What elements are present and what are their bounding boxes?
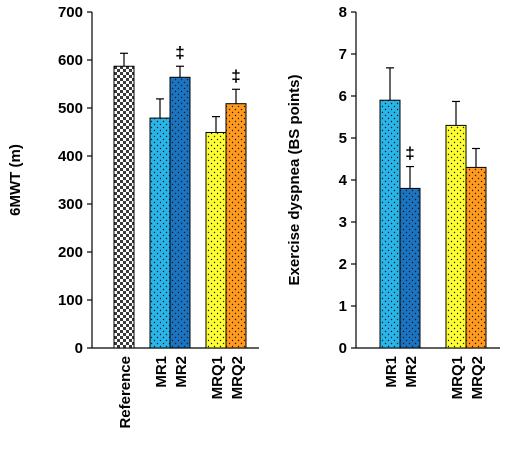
bar-reference xyxy=(113,65,135,349)
y-tick-label: 3 xyxy=(339,214,347,231)
y-tick-label: 0 xyxy=(339,340,347,357)
y-tick-label: 6 xyxy=(339,88,347,105)
y-tick-label: 700 xyxy=(58,4,83,21)
bar-mr1 xyxy=(379,99,401,349)
chart-exercise-dyspnea: 0 1 2 3 4 5 6 7 8 Exercise dyspnea (BS points) MR1… xyxy=(286,4,500,399)
y-tick-label: 600 xyxy=(58,52,83,69)
category-label-mr2: MR2 xyxy=(173,356,190,388)
y-tick-label: 2 xyxy=(339,256,347,273)
y-tick-label: 300 xyxy=(58,196,83,213)
y-tick-label: 100 xyxy=(58,292,83,309)
y-axis-label: Exercise dyspnea (BS points) xyxy=(286,75,303,286)
bar-mrq1 xyxy=(445,124,467,349)
y-tick-label: 7 xyxy=(339,46,347,63)
category-label-mrq1: MRQ1 xyxy=(449,356,466,399)
category-label-mrq2: MRQ2 xyxy=(229,356,246,399)
chart-6mwt: 0 100 200 300 400 500 600 700 6MWT (m) Reference M… xyxy=(7,4,259,429)
significance-marker-mr2: ‡ xyxy=(405,144,414,163)
y-tick-label: 4 xyxy=(339,172,348,189)
category-label-mrq1: MRQ1 xyxy=(209,356,226,399)
y-tick-label: 400 xyxy=(58,148,83,165)
bar-mr2 xyxy=(399,187,421,349)
y-tick-label: 8 xyxy=(339,4,347,21)
significance-marker-mr2: ‡ xyxy=(175,43,184,62)
category-label-reference: Reference xyxy=(117,356,134,429)
category-label-mr2: MR2 xyxy=(403,356,420,388)
y-tick-label: 0 xyxy=(75,340,83,357)
bar-mr2 xyxy=(169,76,191,349)
bar-mrq2 xyxy=(225,103,247,349)
bar-mrq2 xyxy=(465,166,487,349)
category-label-mr1: MR1 xyxy=(153,356,170,388)
bar-mr1 xyxy=(149,117,171,349)
y-tick-label: 500 xyxy=(58,100,83,117)
y-tick-label: 200 xyxy=(58,244,83,261)
bar-mrq1 xyxy=(205,131,227,349)
category-label-mrq2: MRQ2 xyxy=(469,356,486,399)
significance-marker-mrq2: ‡ xyxy=(231,66,240,85)
y-tick-label: 5 xyxy=(339,130,347,147)
category-label-mr1: MR1 xyxy=(383,356,400,388)
y-axis-label: 6MWT (m) xyxy=(7,144,24,216)
y-tick-label: 1 xyxy=(339,298,347,315)
